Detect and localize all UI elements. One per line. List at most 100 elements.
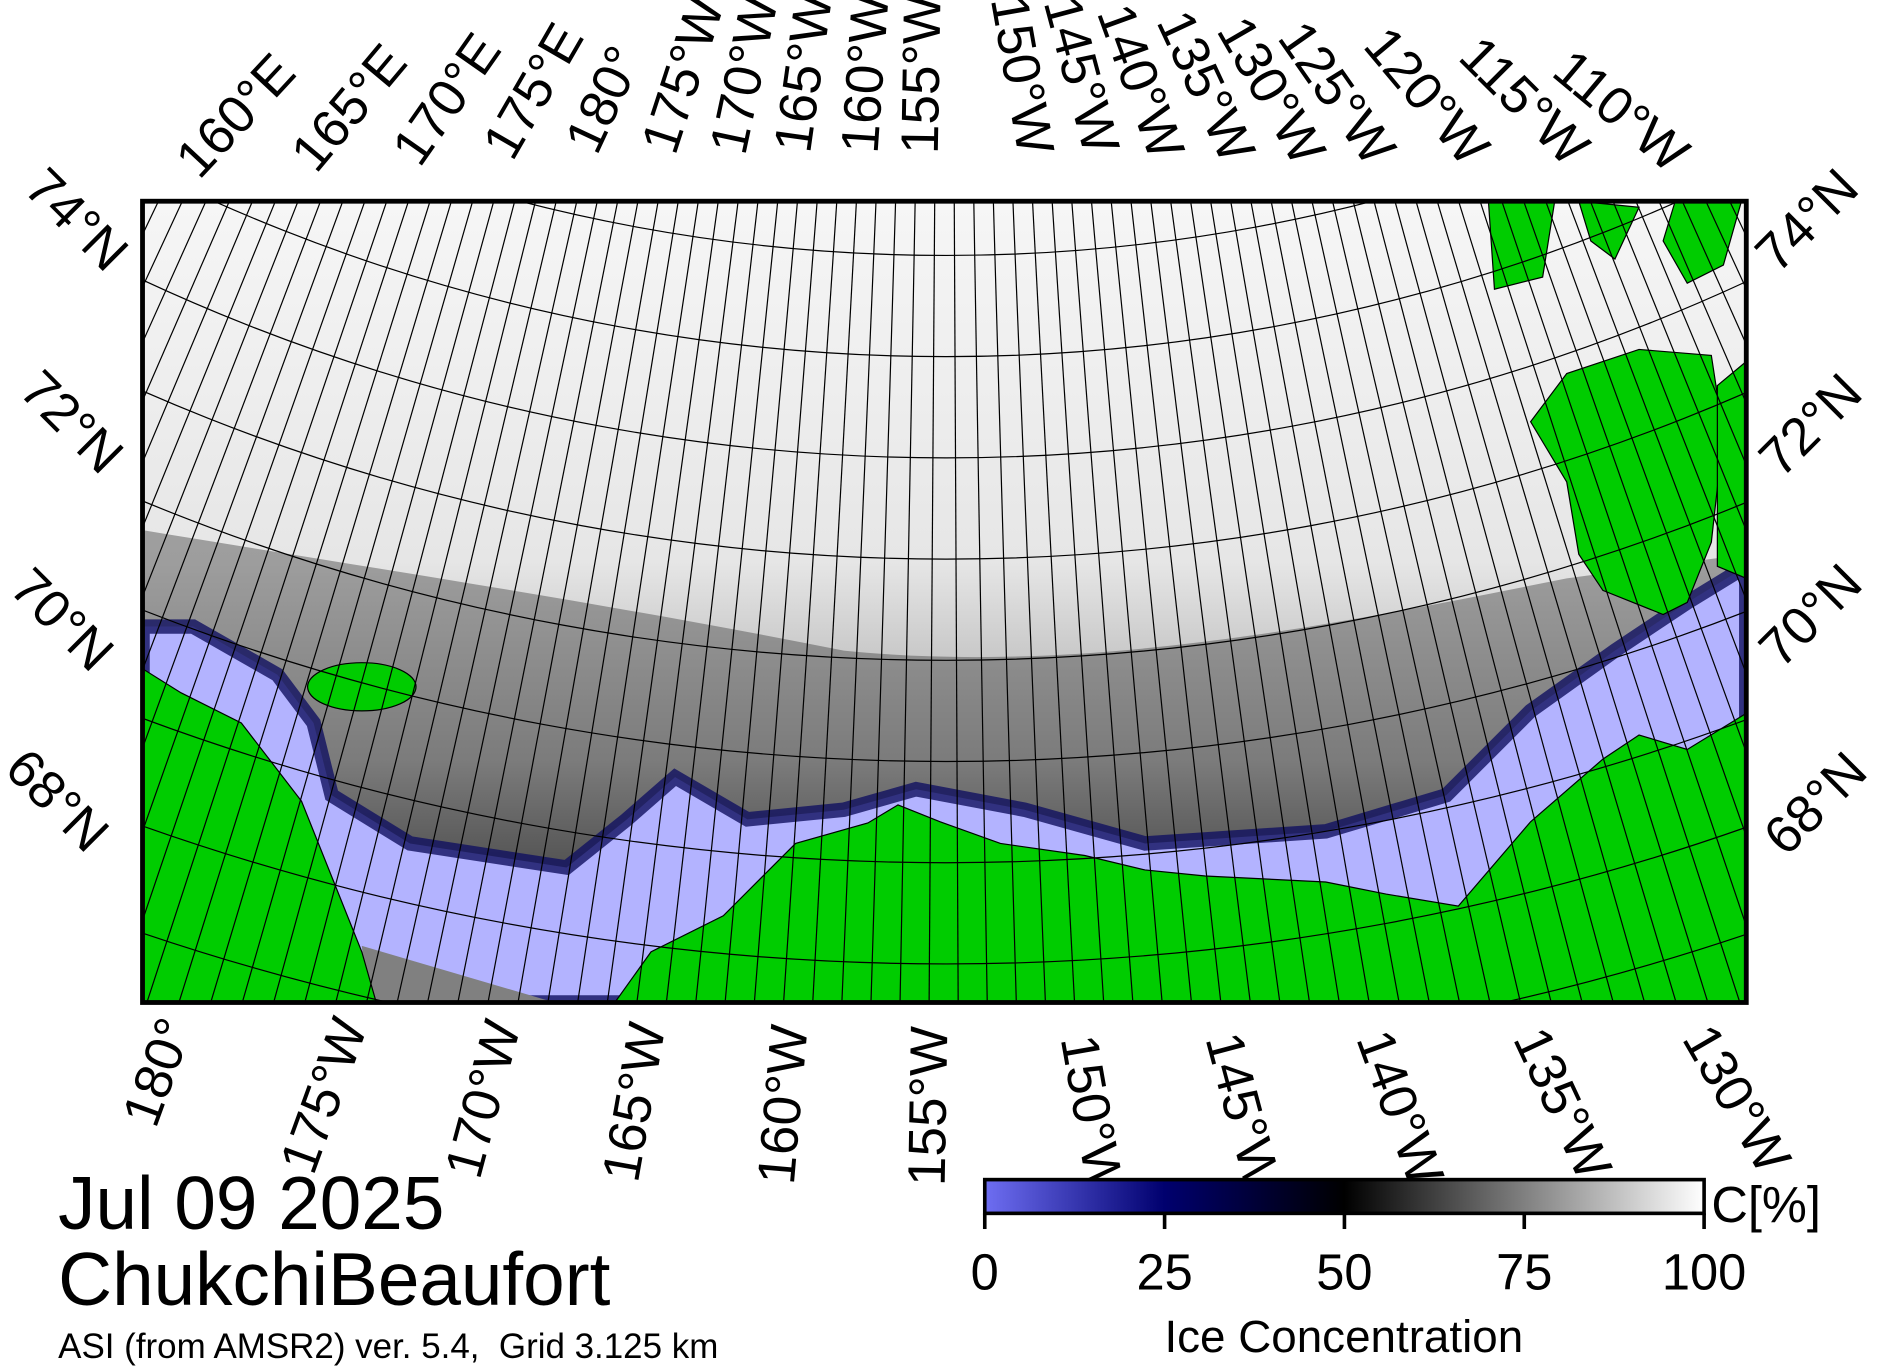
meridian-line [0, 0, 16, 784]
longitude-label-bottom: 170°W [434, 1014, 532, 1183]
latitude-label-left: 74°N [14, 157, 139, 282]
region-title: ChukchiBeaufort [58, 1237, 610, 1321]
meridian-line [695, 201, 779, 1003]
meridian-line [241, 201, 474, 1003]
longitude-label-bottom: 150°W [1049, 1030, 1135, 1197]
longitude-label-bottom: 175°W [269, 1011, 379, 1181]
meridian-line [210, 201, 453, 1003]
meridian-line [146, 201, 410, 1003]
meridian-line [396, 201, 578, 1003]
meridian-line [142, 201, 366, 834]
meridian-line [1071, 201, 1134, 1003]
colorbar [982, 1177, 1706, 1216]
meridian-line [1479, 201, 1741, 1003]
date-title: Jul 09 2025 [58, 1161, 444, 1245]
meridian-line [1031, 201, 1076, 1003]
meridian-line [1501, 201, 1747, 928]
colorbar-tick-label: 0 [971, 1243, 999, 1300]
longitude-label-bottom: 130°W [1671, 1015, 1802, 1183]
meridian-line [1436, 201, 1677, 1003]
meridian-line [1051, 201, 1105, 1003]
wrangel-island [306, 662, 417, 712]
meridian-line [1130, 201, 1222, 1003]
meridian-line [1373, 201, 1583, 1003]
banks-island [1529, 348, 1724, 616]
meridian-line [178, 201, 431, 1003]
meridian-line [1230, 201, 1370, 1003]
meridian-line [636, 201, 739, 1003]
longitude-label-bottom: 140°W [1345, 1023, 1455, 1193]
colorbar-tick-label: 100 [1662, 1243, 1746, 1300]
no-data [361, 945, 555, 1003]
meridian-line [606, 201, 719, 1003]
arctic-islands [1487, 201, 1743, 290]
source-note: ASI (from AMSR2) ver. 5.4, Grid 3.125 km [58, 1327, 718, 1366]
meridian-line [1311, 201, 1491, 1003]
meridian-line [1290, 201, 1461, 1003]
meridian-line [426, 201, 598, 1003]
map-body [0, 0, 1890, 1003]
meridian-line [1110, 201, 1193, 1003]
meridian-line [1012, 201, 1047, 1003]
meridian-line [753, 201, 818, 1003]
meridian-line [1352, 201, 1552, 1003]
latitude-line [519, 201, 1373, 256]
meridian-line [1415, 201, 1646, 1003]
meridian-line [1150, 201, 1251, 1003]
longitude-label-bottom: 135°W [1502, 1019, 1623, 1189]
meridian-line [335, 201, 537, 1003]
meridian-line [547, 201, 679, 1003]
meridian-line [517, 201, 659, 1003]
meridian-line [1090, 201, 1163, 1003]
land-chukotka [142, 668, 377, 1003]
meridian-line [0, 0, 1, 764]
colorbar-tick-label: 50 [1316, 1243, 1372, 1300]
colorbar-tick-label: 75 [1496, 1243, 1552, 1300]
meridian-line [142, 201, 344, 750]
meridian-line [142, 201, 322, 672]
meridian-line [1170, 201, 1281, 1003]
longitude-label-bottom: 145°W [1194, 1026, 1292, 1195]
latitude-label-left: 68°N [0, 738, 120, 863]
longitude-label-top: 160°W [831, 0, 901, 155]
map-frame [140, 198, 1749, 1005]
meridian-line [1589, 201, 1747, 602]
longitude-label-bottom: 160°W [747, 1023, 820, 1187]
latitude-label-left: 70°N [0, 557, 125, 682]
meridian-line [1874, 0, 1890, 787]
meridian-line [665, 201, 759, 1003]
meridian-line [1457, 201, 1709, 1003]
meridian-line [1523, 201, 1747, 838]
meridian-line [142, 201, 299, 599]
meridian-line [1270, 201, 1430, 1003]
meridian-line [1567, 201, 1747, 676]
meridian-line [973, 201, 988, 1003]
longitude-label-top: 160°E [165, 43, 307, 189]
latitude-label-right: 68°N [1753, 741, 1878, 866]
meridian-line [953, 201, 959, 1003]
latitude-line [212, 201, 1680, 357]
meridian-line [992, 201, 1017, 1003]
meridian-line [1189, 201, 1311, 1003]
colorbar-tick-label: 25 [1136, 1243, 1192, 1300]
longitude-label-bottom: 155°W [898, 1026, 960, 1187]
meridian-line [304, 201, 516, 1003]
meridian-line [273, 201, 495, 1003]
meridian-line [487, 201, 639, 1003]
meridian-line [928, 201, 936, 1003]
meridian-line [841, 201, 877, 1003]
meridian-line [899, 201, 916, 1003]
land-alaska-canada [614, 712, 1747, 1003]
victoria-island [1716, 360, 1747, 580]
latitude-label-right: 72°N [1748, 363, 1873, 488]
longitude-label-top: 165°E [280, 33, 418, 182]
meridian-line [577, 201, 699, 1003]
meridian-line [1545, 201, 1747, 755]
longitude-label-top: 155°W [891, 0, 953, 154]
longitude-label-bottom: 180° [111, 1011, 204, 1134]
colorbar-unit: C[%] [1711, 1176, 1821, 1233]
meridian-line [365, 201, 557, 1003]
meridian-line [812, 201, 858, 1003]
